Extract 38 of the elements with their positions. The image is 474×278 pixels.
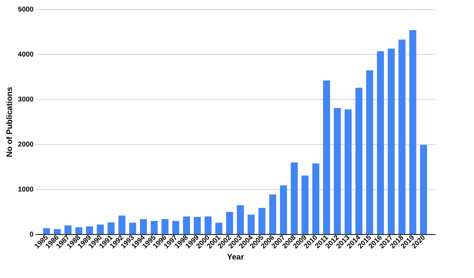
- bar: [183, 216, 190, 234]
- bar: [290, 162, 298, 234]
- bar: [302, 176, 309, 234]
- bar: [323, 80, 330, 234]
- bar: [172, 220, 180, 234]
- bar: [86, 226, 94, 234]
- bar: [75, 227, 82, 234]
- bar: [312, 163, 320, 234]
- bar: [366, 70, 374, 234]
- bar: [344, 109, 352, 234]
- bar: [96, 224, 104, 234]
- bar: [226, 212, 234, 234]
- bar: [204, 216, 212, 234]
- bar: [388, 48, 395, 234]
- bar: [420, 144, 428, 234]
- bar: [118, 216, 126, 234]
- bar: [42, 228, 50, 234]
- bar: [150, 220, 158, 234]
- bar: [334, 108, 341, 234]
- y-axis-title: No of Publications: [4, 86, 14, 158]
- bar: [140, 219, 147, 234]
- bar: [129, 222, 136, 234]
- bar: [376, 51, 384, 234]
- bar: [194, 216, 201, 234]
- bar: [248, 214, 255, 234]
- bar: [355, 88, 362, 234]
- x-axis-title: Year: [227, 252, 244, 262]
- bar: [215, 222, 222, 234]
- bar: [64, 225, 72, 234]
- bar: [409, 30, 416, 234]
- bar: [108, 222, 115, 234]
- bar: [54, 229, 61, 234]
- bar: [280, 185, 287, 234]
- bar: [398, 40, 406, 234]
- bar: [258, 208, 266, 234]
- bar: [236, 205, 244, 234]
- bar: [161, 219, 168, 234]
- bar: [269, 194, 276, 234]
